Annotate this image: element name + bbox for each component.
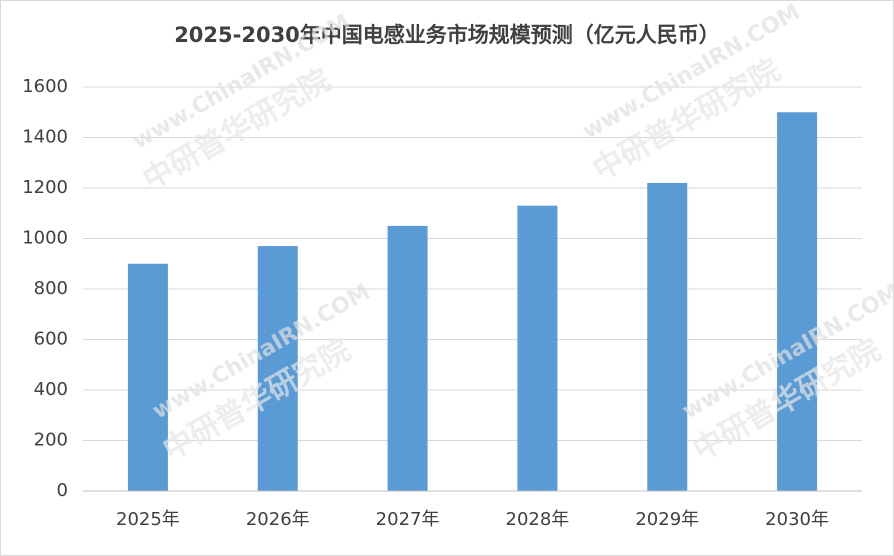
x-tick-label: 2028年 xyxy=(506,509,570,530)
y-tick-label: 1400 xyxy=(22,127,68,148)
y-tick-label: 0 xyxy=(57,480,68,501)
bar xyxy=(647,182,688,491)
y-tick-label: 400 xyxy=(34,379,68,400)
y-tick-label: 600 xyxy=(34,329,68,350)
bar xyxy=(257,246,298,491)
x-tick-label: 2030年 xyxy=(765,509,829,530)
y-tick-label: 1600 xyxy=(22,76,68,97)
bar xyxy=(517,205,558,492)
bar xyxy=(387,225,428,491)
bar xyxy=(127,263,168,491)
y-tick-label: 1200 xyxy=(22,177,68,198)
y-tick-label: 800 xyxy=(34,278,68,299)
chart-title: 2025-2030年中国电感业务市场规模预测（亿元人民币） xyxy=(174,23,720,47)
x-tick-label: 2027年 xyxy=(376,509,440,530)
y-tick-label: 200 xyxy=(34,430,68,451)
x-tick-label: 2026年 xyxy=(246,509,310,530)
x-tick-label: 2025年 xyxy=(116,509,180,530)
x-tick-label: 2029年 xyxy=(635,509,699,530)
bar xyxy=(777,112,818,491)
y-tick-label: 1000 xyxy=(22,228,68,249)
